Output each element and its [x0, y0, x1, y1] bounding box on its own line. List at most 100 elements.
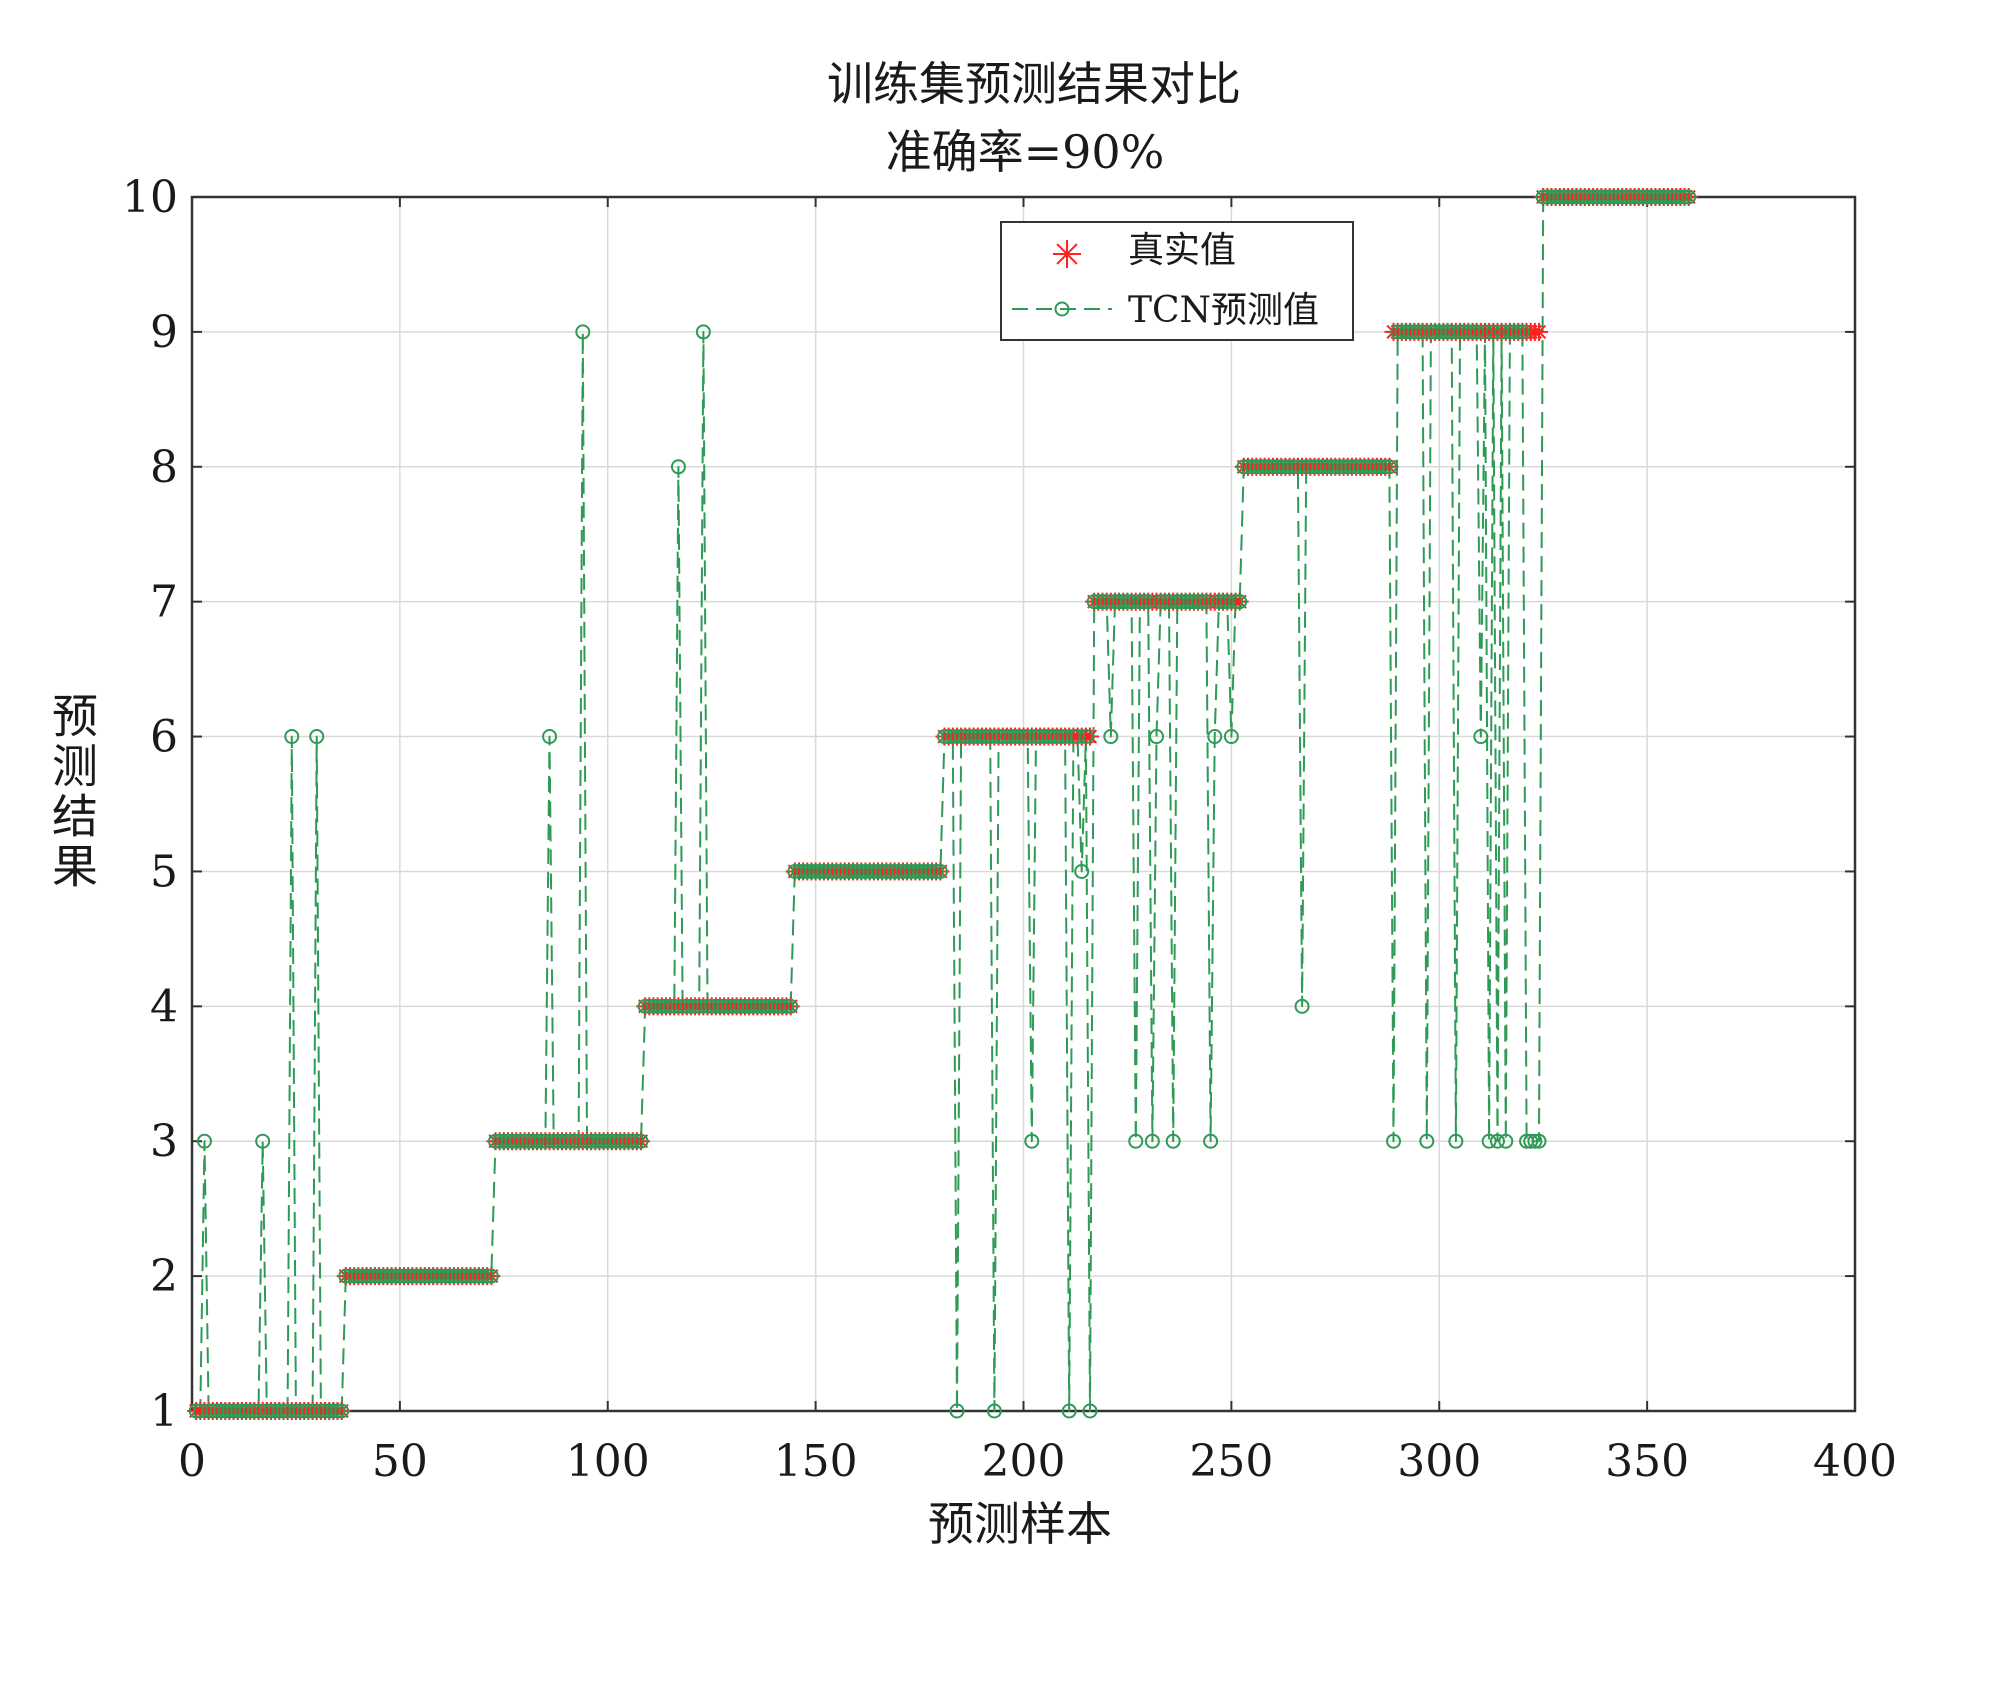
chart-subtitle: 准确率=90% — [886, 125, 1165, 179]
y-tick-label: 1 — [150, 1386, 178, 1437]
prediction-marker — [255, 1133, 271, 1149]
prediction-marker — [1681, 189, 1697, 205]
y-tick-label: 3 — [150, 1116, 178, 1167]
prediction-marker — [932, 863, 948, 879]
prediction-marker — [1477, 324, 1493, 340]
prediction-marker — [1460, 324, 1476, 340]
prediction-marker — [1473, 729, 1489, 745]
legend-true-marker — [1053, 240, 1081, 268]
legend-box — [1000, 221, 1354, 341]
legend-pred-label: TCN预测值 — [1128, 290, 1319, 331]
prediction-marker — [1435, 324, 1451, 340]
asterisk-stroke — [1056, 243, 1078, 265]
prediction-marker — [542, 729, 558, 745]
prediction-marker — [1024, 1133, 1040, 1149]
prediction-marker — [1144, 1133, 1160, 1149]
y-tick-label: 6 — [150, 712, 178, 763]
prediction-marker — [1153, 594, 1169, 610]
prediction-marker — [1510, 324, 1526, 340]
prediction-marker — [1514, 324, 1530, 340]
prediction-line — [196, 196, 1689, 1412]
prediction-marker — [1136, 594, 1152, 610]
prediction-marker — [1377, 459, 1393, 475]
y-tick-label: 10 — [122, 172, 178, 223]
prediction-marker — [937, 729, 953, 745]
prediction-marker — [479, 1268, 495, 1284]
prediction-marker — [928, 863, 944, 879]
prediction-marker — [284, 729, 300, 745]
prediction-marker — [1228, 594, 1244, 610]
prediction-marker — [1677, 189, 1693, 205]
prediction-marker — [695, 324, 711, 340]
x-tick-label: 350 — [1605, 1436, 1689, 1487]
prediction-marker — [1672, 189, 1688, 205]
asterisk-stroke — [1531, 324, 1547, 339]
prediction-marker — [625, 1133, 641, 1149]
prediction-marker — [334, 1403, 350, 1419]
prediction-marker — [1011, 729, 1027, 745]
prediction-marker — [629, 1133, 645, 1149]
y-axis-label: 预测结果 — [45, 692, 99, 892]
prediction-marker — [1232, 594, 1248, 610]
axes: 0 50 100 150 200 250 300 350 400 1 2 3 4 5 6 7 8 9 10 — [122, 172, 1897, 1487]
x-tick-label: 0 — [178, 1436, 206, 1487]
prediction-marker — [330, 1403, 346, 1419]
prediction-marker — [575, 324, 591, 340]
prediction-marker — [1211, 594, 1227, 610]
prediction-marker — [1090, 594, 1106, 610]
prediction-marker — [779, 998, 795, 1014]
x-tick-label: 400 — [1813, 1436, 1897, 1487]
prediction-marker — [1448, 1133, 1464, 1149]
x-tick-label: 50 — [372, 1436, 428, 1487]
prediction-marker — [271, 1403, 287, 1419]
x-tick-label: 100 — [566, 1436, 650, 1487]
prediction-marker — [1531, 1133, 1547, 1149]
prediction-marker — [1485, 324, 1501, 340]
y-tick-label: 5 — [150, 846, 178, 897]
prediction-marker — [1419, 1133, 1435, 1149]
prediction-marker — [1223, 729, 1239, 745]
legend: 真实值 TCN预测值 — [1000, 221, 1354, 341]
prediction-marker — [1381, 459, 1397, 475]
y-tick-label: 4 — [150, 981, 178, 1032]
prediction-line-series — [196, 196, 1689, 1412]
prediction-marker — [1165, 1133, 1181, 1149]
prediction-marker — [1190, 594, 1206, 610]
y-tick-label: 2 — [150, 1251, 178, 1302]
prediction-marker — [1506, 324, 1522, 340]
prediction-marker — [1207, 729, 1223, 745]
prediction-marker — [1049, 729, 1065, 745]
prediction-marker — [1115, 594, 1131, 610]
prediction-marker — [974, 729, 990, 745]
x-tick-label: 250 — [1189, 1436, 1273, 1487]
prediction-marker — [1078, 729, 1094, 745]
prediction-marker — [1406, 324, 1422, 340]
prediction-marker — [1074, 863, 1090, 879]
prediction-marker — [309, 729, 325, 745]
prediction-marker — [1132, 594, 1148, 610]
y-tick-label: 7 — [150, 577, 178, 628]
prediction-marker — [658, 998, 674, 1014]
prediction-marker — [1149, 729, 1165, 745]
prediction-marker — [633, 1133, 649, 1149]
prediction-marker — [1294, 998, 1310, 1014]
prediction-marker — [774, 998, 790, 1014]
y-tick-label: 8 — [150, 442, 178, 493]
prediction-marker — [986, 1403, 1002, 1419]
prediction-marker — [483, 1268, 499, 1284]
prediction-marker — [1469, 324, 1485, 340]
chart-title: 训练集预测结果对比 — [827, 57, 1241, 111]
prediction-marker — [1070, 729, 1086, 745]
prediction-marker — [1523, 1133, 1539, 1149]
prediction-marker — [1498, 1133, 1514, 1149]
prediction-marker — [529, 1133, 545, 1149]
prediction-marker — [1489, 1133, 1505, 1149]
prediction-marker — [1373, 459, 1389, 475]
prediction-marker — [1203, 1133, 1219, 1149]
prediction-marker — [1194, 594, 1210, 610]
prediction-marker — [196, 1133, 212, 1149]
y-tick-label: 9 — [150, 307, 178, 358]
prediction-marker — [683, 998, 699, 1014]
prediction-marker — [325, 1403, 341, 1419]
